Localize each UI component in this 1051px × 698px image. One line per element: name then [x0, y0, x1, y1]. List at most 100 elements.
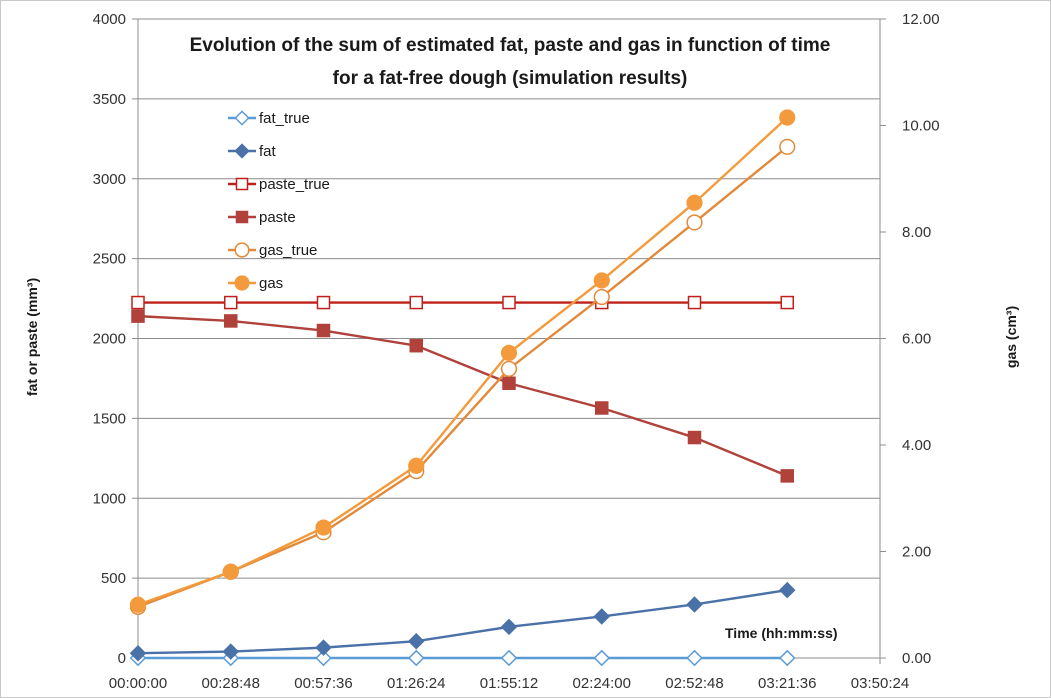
series-paste_true	[131, 295, 794, 310]
data-point-gas	[315, 519, 332, 536]
data-point-fat_true	[593, 649, 611, 667]
data-point-paste	[595, 401, 609, 415]
data-point-paste	[224, 314, 238, 328]
chart-title-group: Evolution of the sum of estimated fat, p…	[190, 35, 831, 89]
y-tick-label: 2500	[93, 251, 126, 268]
data-point-fat	[129, 644, 147, 662]
x-tick-label: 03:50:24	[851, 675, 909, 692]
y2-tick-label: 2.00	[902, 544, 931, 561]
y2-tick-label: 4.00	[902, 437, 931, 454]
y2-tick-label: 6.00	[902, 331, 931, 348]
data-point-paste	[780, 469, 794, 483]
data-point-gas	[593, 272, 610, 289]
y-tick-label: 500	[101, 570, 126, 587]
x-tick-label: 02:24:00	[573, 675, 631, 692]
y2-tick-label: 10.00	[902, 118, 940, 135]
x-tick-label: 01:26:24	[387, 675, 445, 692]
x-tick-label: 03:21:36	[758, 675, 816, 692]
data-point-paste_true	[687, 295, 702, 310]
series-fat	[129, 581, 796, 662]
legend-label-paste: paste	[259, 209, 296, 226]
x-axis-label: Time (hh:mm:ss)	[725, 625, 838, 641]
legend-label-gas_true: gas_true	[259, 242, 317, 259]
y-tick-label: 3000	[93, 171, 126, 188]
chart-title-line-1: Evolution of the sum of estimated fat, p…	[190, 35, 831, 56]
legend-item-gas: gas	[228, 275, 283, 292]
data-point-fat_true	[500, 649, 518, 667]
legend-label-paste_true: paste_true	[259, 176, 330, 193]
data-point-paste	[131, 309, 145, 323]
data-point-gas	[129, 596, 147, 613]
data-point-gas	[408, 457, 425, 474]
data-point-paste_true	[316, 295, 331, 310]
y-tick-label: 2000	[93, 331, 126, 348]
legend-marker-paste	[235, 210, 249, 224]
data-point-paste	[502, 376, 516, 390]
y2-tick-label: 0.00	[902, 650, 931, 667]
legend-item-paste_true: paste_true	[228, 176, 330, 193]
data-point-gas	[222, 563, 239, 580]
data-point-paste_true	[224, 295, 238, 310]
x-tick-label: 01:55:12	[480, 675, 538, 692]
data-point-fat_true	[686, 649, 703, 667]
data-point-paste_true	[780, 295, 794, 310]
data-point-fat_true	[315, 649, 332, 667]
data-point-fat_true	[778, 649, 796, 667]
data-point-gas_true	[500, 360, 518, 377]
data-point-fat_true	[407, 649, 425, 667]
axes: 0 500 1000 1500 2000 2500 3000 3500 4000 0.00 2.00…	[93, 11, 940, 692]
legend-item-fat: fat	[228, 143, 277, 160]
legend-marker-fat_true	[234, 110, 250, 126]
gridlines	[138, 18, 880, 579]
data-point-paste_true	[502, 295, 516, 310]
data-point-paste_true	[409, 295, 423, 310]
y-axis-label: fat or paste (mm³)	[24, 278, 40, 396]
data-point-paste	[409, 338, 423, 353]
legend-item-gas_true: gas_true	[228, 242, 317, 259]
series-fat_true	[129, 649, 796, 667]
legend-marker-gas	[234, 275, 250, 291]
y-tick-label: 3500	[93, 91, 126, 108]
legend-item-fat_true: fat_true	[228, 110, 310, 127]
data-point-gas_true	[779, 138, 796, 155]
legend-item-paste: paste	[228, 209, 296, 226]
y-tick-label: 1500	[93, 410, 126, 427]
x-tick-label: 00:00:00	[109, 675, 167, 692]
data-point-paste	[316, 323, 331, 338]
data-point-paste	[687, 430, 702, 445]
data-point-gas_true	[686, 214, 703, 231]
data-point-gas	[686, 194, 703, 211]
series-line-paste	[137, 314, 788, 477]
data-point-fat	[778, 581, 796, 599]
data-point-fat	[222, 643, 240, 660]
y-tick-label: 0	[118, 650, 126, 667]
series-gas	[129, 109, 796, 613]
data-point-fat	[407, 632, 425, 650]
data-point-fat	[686, 596, 703, 613]
data-point-gas	[779, 109, 796, 126]
data-point-gas	[500, 344, 518, 361]
y-tick-label: 1000	[93, 490, 126, 507]
data-point-gas_true	[593, 288, 610, 306]
series-line-fat	[137, 588, 788, 655]
y2-tick-label: 12.00	[902, 11, 940, 28]
legend-marker-paste_true	[235, 177, 249, 191]
legend-label-fat_true: fat_true	[259, 110, 310, 127]
series-paste	[131, 309, 794, 483]
x-tick-label: 00:57:36	[294, 675, 352, 692]
x-tick-label: 00:28:48	[202, 675, 260, 692]
y-tick-label: 4000	[93, 11, 126, 28]
legend-label-fat: fat	[259, 143, 277, 160]
y2-tick-label: 8.00	[902, 224, 931, 241]
chart-title-line-2: for a fat-free dough (simulation results…	[333, 68, 688, 89]
legend-marker-gas_true	[234, 242, 250, 258]
y2-axis-label: gas (cm³)	[1003, 306, 1019, 368]
data-point-fat	[500, 618, 518, 636]
legend-marker-fat	[234, 143, 250, 159]
legend-label-gas: gas	[259, 275, 283, 292]
data-point-fat	[593, 608, 611, 625]
series-line-gas	[137, 116, 789, 606]
data-point-paste_true	[131, 295, 145, 310]
x-tick-label: 02:52:48	[665, 675, 723, 692]
